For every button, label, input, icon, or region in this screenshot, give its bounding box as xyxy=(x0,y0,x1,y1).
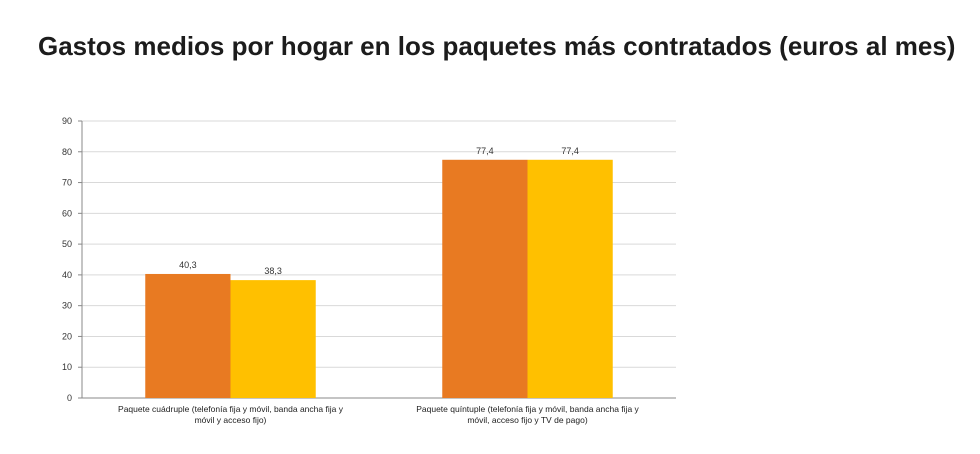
y-tick-label: 30 xyxy=(62,301,72,311)
x-axis-labels: Paquete cuádruple (telefonía fija y móvi… xyxy=(118,404,639,425)
bar xyxy=(527,159,613,398)
y-tick-label: 40 xyxy=(62,270,72,280)
chart-title: Gastos medios por hogar en los paquetes … xyxy=(38,31,956,61)
x-category-label: Paquete quíntuple (telefonía fija y móvi… xyxy=(416,404,639,414)
y-tick-label: 70 xyxy=(62,178,72,188)
x-category-label: Paquete cuádruple (telefonía fija y móvi… xyxy=(118,404,344,414)
bar xyxy=(230,280,316,398)
data-label: 40,3 xyxy=(179,260,197,270)
bar xyxy=(145,273,231,398)
data-label: 77,4 xyxy=(561,146,579,156)
y-tick-label: 80 xyxy=(62,147,72,157)
x-category-label: móvil, acceso fijo y TV de pago) xyxy=(467,415,587,425)
y-tick-label: 60 xyxy=(62,208,72,218)
data-labels: 40,3 38,3 77,4 77,4 xyxy=(179,146,579,276)
bar xyxy=(442,159,528,398)
y-tick-label: 20 xyxy=(62,331,72,341)
x-category-label: móvil y acceso fijo) xyxy=(195,415,267,425)
y-tick-label: 10 xyxy=(62,362,72,372)
data-label: 77,4 xyxy=(476,146,494,156)
y-tick-label: 0 xyxy=(67,393,72,403)
bar-series xyxy=(145,159,613,398)
y-tick-label: 50 xyxy=(62,239,72,249)
y-tick-label: 90 xyxy=(62,116,72,126)
data-label: 38,3 xyxy=(264,266,282,276)
